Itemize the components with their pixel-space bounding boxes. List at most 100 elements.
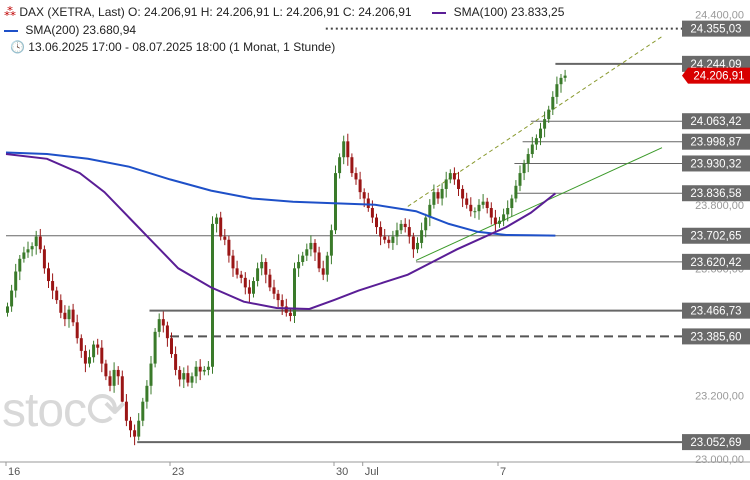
candle-body [411, 236, 415, 250]
sma200-label: SMA(200) [25, 23, 80, 37]
candle-body [555, 84, 559, 97]
sma200-line [5, 151, 556, 237]
candle-body [96, 344, 100, 348]
ohlc-values: O: 24.206,91 H: 24.206,91 L: 24.206,91 C… [128, 5, 412, 19]
candle-body [403, 223, 407, 228]
price-tags: 24.355,0324.244,0924.063,4223.998,8723.9… [682, 20, 750, 451]
candle-body [141, 401, 145, 421]
candle-body [502, 214, 506, 221]
candle-body [440, 188, 444, 199]
legend-instrument: ⁂ DAX (XETRA, Last) O: 24.206,91 H: 24.2… [4, 5, 564, 19]
moving-averages [5, 151, 557, 311]
candle-body [465, 198, 469, 205]
level-label: 23.052,69 [690, 437, 741, 449]
candle-body [334, 173, 337, 231]
candle-body [481, 201, 485, 205]
candle-body [383, 236, 387, 240]
candle-body [452, 173, 456, 180]
candle-body [543, 119, 547, 129]
candle-body [153, 331, 157, 364]
candle-body [71, 309, 75, 323]
candle-body [243, 277, 247, 288]
current-price-label: 24.206,91 [693, 71, 744, 83]
candle-body [297, 261, 301, 269]
level-label: 23.466,73 [690, 306, 741, 318]
candle-body [161, 319, 165, 326]
y-tick-label: 23.200,00 [695, 390, 744, 402]
level-tag [682, 20, 750, 37]
candle-body [178, 369, 182, 380]
candle-body [342, 141, 346, 158]
level-tag [682, 328, 750, 345]
candle-body [432, 192, 436, 205]
candle-body [260, 261, 264, 269]
candle-body [518, 173, 522, 186]
candle-body [92, 344, 96, 358]
candle-body [362, 192, 366, 199]
candle-body [420, 230, 424, 243]
trendline [415, 147, 663, 261]
level-tag [682, 227, 750, 244]
candle-icon: ⁂ [4, 5, 16, 19]
candle-body [370, 208, 374, 218]
candle-body [461, 188, 465, 199]
candle-body [165, 325, 169, 339]
candle-body [309, 242, 313, 250]
level-label: 24.063,42 [690, 116, 741, 128]
legend-sma200: SMA(200) 23.680,94 [4, 23, 136, 37]
candle-body [83, 350, 87, 364]
candle-body [264, 261, 268, 275]
level-tag [682, 302, 750, 319]
level-label: 23.620,42 [690, 257, 741, 269]
candle-body [366, 198, 370, 209]
candle-body [55, 290, 59, 301]
candle-body [88, 357, 91, 364]
candle-body [473, 211, 477, 213]
sma100-value: 23.833,25 [511, 5, 565, 19]
candle-body [252, 281, 255, 294]
candle-body [547, 109, 551, 120]
candle-body [157, 319, 161, 332]
candle-body [26, 249, 30, 253]
candle-body [231, 255, 235, 269]
candle-body [137, 420, 141, 437]
candle-body [416, 242, 419, 250]
candle-body [493, 217, 497, 224]
current-price-pointer [682, 67, 688, 84]
candle-body [329, 230, 333, 256]
candle-body [129, 420, 132, 431]
support-resistance-levels [6, 27, 686, 444]
candle-body [100, 347, 104, 364]
candle-body [350, 157, 354, 174]
trendlines [407, 36, 663, 261]
candle-body [325, 255, 329, 275]
candle-body [448, 173, 452, 180]
legend-range: 🕓 13.06.2025 17:00 - 08.07.2025 18:00 (1… [10, 40, 335, 54]
candle-body [424, 217, 428, 231]
level-label: 23.702,65 [690, 231, 741, 243]
candle-body [22, 252, 26, 259]
candle-body [235, 268, 239, 275]
candle-body [145, 385, 149, 402]
candle-body [67, 309, 71, 320]
candle-body [358, 179, 362, 193]
candle-body [202, 369, 206, 372]
candle-body [223, 236, 227, 240]
candle-body [514, 185, 518, 199]
level-tag [682, 133, 750, 150]
candle-body [268, 274, 272, 288]
watermark-logo: stoc⟳ [2, 384, 126, 437]
candle-body [510, 198, 514, 209]
y-tick-label: 23.800,00 [695, 200, 744, 212]
candle-body [51, 281, 55, 291]
candle-body [182, 373, 186, 380]
candle-body [59, 300, 63, 313]
x-tick-label: 7 [500, 466, 506, 478]
candle-body [42, 249, 46, 269]
candle-body [30, 246, 34, 250]
candle-body [379, 227, 383, 237]
candle-body [272, 287, 276, 294]
sma100-swatch-icon [432, 11, 447, 14]
candle-body [506, 208, 510, 215]
